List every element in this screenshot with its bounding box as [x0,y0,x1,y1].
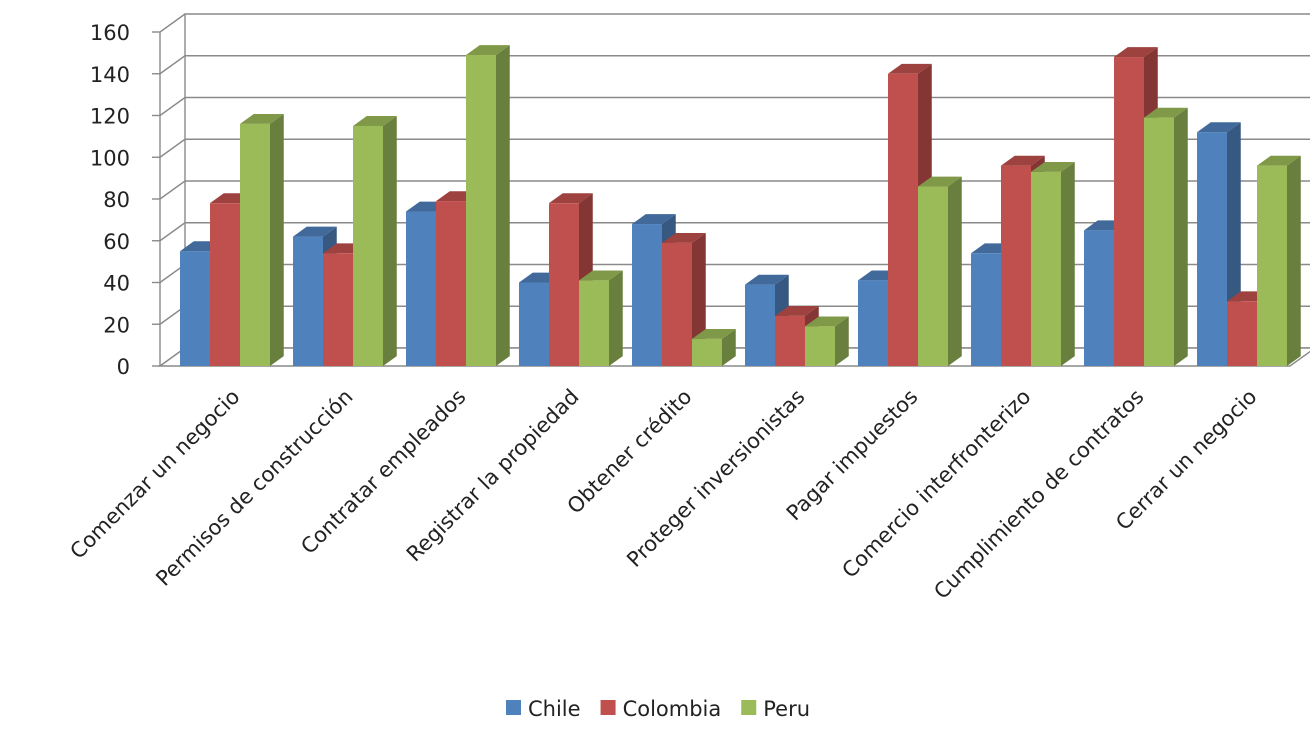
bar-top [662,232,706,243]
bar-front [858,280,888,366]
bar-side [496,45,510,366]
bar-side [383,116,397,366]
bar-front [888,73,918,366]
bar-top [805,316,849,327]
bar [1031,161,1075,366]
bar-front [632,224,662,366]
bar-top [466,45,510,55]
bar-top [353,116,397,126]
bar-front [549,203,579,366]
bar-front [1001,165,1031,366]
bar-front [519,282,549,366]
y-tick-label: 60 [103,230,130,254]
legend-label: Colombia [623,697,722,721]
bar-top [775,306,819,316]
bar-side [1287,155,1301,366]
bar-top [1001,155,1045,166]
bar-top [745,274,789,285]
bar-front [1227,301,1257,366]
bar [1144,107,1188,367]
bar-front [1114,57,1144,367]
bar-front [1084,230,1114,366]
bar-top [549,193,593,204]
bar [579,270,623,366]
bar-front [180,251,210,366]
bar-front [406,211,436,366]
bar-front [210,203,240,366]
bar [805,316,849,366]
y-axis-tick-labels: 0 20 40 60 80 100 120 140 160 [90,21,130,379]
bar-top [1257,155,1301,166]
x-tick-label: Obtener crédito [563,385,697,519]
bar-side [948,176,962,366]
bar-top [632,214,676,225]
bar [692,328,736,366]
bar-top [1197,122,1241,133]
bar-front [579,280,609,366]
bar-front [436,201,466,366]
bar [353,116,397,366]
y-tick-label: 160 [90,21,130,45]
legend-label: Chile [528,697,581,721]
bar [662,232,706,366]
bar-side [1174,107,1188,366]
bar-top [918,176,962,187]
y-tick-label: 0 [117,355,130,379]
bar-side [722,328,736,366]
bar-side [270,113,284,366]
bar-top [1144,107,1188,118]
bar [918,176,962,366]
bar-front [805,326,835,366]
bar-top [240,113,284,124]
x-tick-label: Comercio interfronterizo [837,385,1035,583]
y-tick-label: 20 [103,313,130,337]
y-tick-label: 120 [90,105,130,129]
bar-top [1031,161,1075,172]
bar-front [1197,132,1227,366]
bar-front [1144,117,1174,367]
y-tick-label: 80 [103,188,130,212]
bar-front [466,54,496,367]
bar-top [579,270,623,281]
bar-top [692,328,736,339]
bar-front [775,315,805,366]
y-tick-label: 40 [103,272,130,296]
legend-swatch [506,700,521,715]
legend-swatch [741,700,757,715]
x-tick-label: Permisos de construcción [151,385,357,591]
bar-side [609,270,623,366]
bar-front [293,236,323,366]
bar-front [1031,171,1061,366]
x-tick-label: Cumplimiento de contratos [929,385,1148,604]
bar-top [293,226,337,237]
bar-front [353,125,383,366]
bar-front [662,242,692,366]
bar-front [971,253,1001,366]
bar [466,45,510,367]
bar [1257,155,1301,366]
bars [180,45,1301,367]
bar-top [1114,47,1158,58]
y-tick-label: 140 [90,63,130,87]
legend: Chile Colombia Peru [506,697,810,721]
y-tick-label: 100 [90,146,130,170]
bar-front [692,338,722,366]
bar-front [323,253,353,366]
legend-label: Peru [763,697,810,721]
bar-top [888,63,932,74]
legend-swatch [600,700,616,715]
bar-front [745,284,775,366]
bar-side [835,316,849,366]
bar [240,113,284,366]
bar-front [918,186,948,366]
bar-front [1257,165,1287,366]
bar-front [240,123,270,366]
bar-side [1061,161,1075,366]
